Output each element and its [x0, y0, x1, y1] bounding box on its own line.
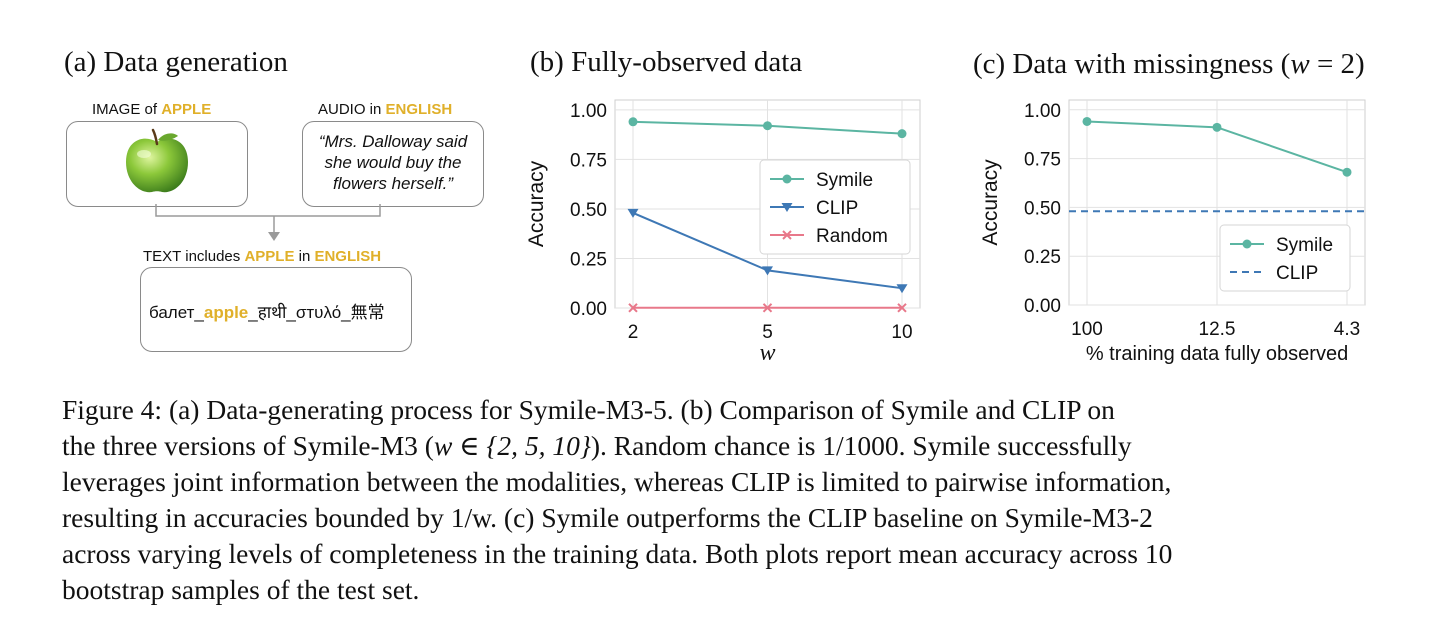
figure-caption: Figure 4: (a) Data-generating process fo…	[62, 392, 1392, 608]
x-tick-label: 12.5	[1199, 319, 1236, 340]
chart-c-xlabel: % training data fully observed	[1086, 343, 1348, 365]
legend-label-clip: CLIP	[816, 198, 858, 219]
chart-b-ylabel: Accuracy	[525, 160, 548, 247]
data-point-symile	[1082, 116, 1092, 126]
data-point-random	[628, 303, 638, 313]
data-point-symile	[763, 121, 772, 131]
y-tick-label: 0.00	[1024, 296, 1061, 317]
caption-line-4: resulting in accuracies bounded by 1/w. …	[62, 502, 1153, 533]
chart-b-legend: Symile CLIP Random	[759, 159, 911, 255]
chart-c-ylabel: Accuracy	[979, 159, 1002, 246]
audio-quote: “Mrs. Dalloway said she would buy the fl…	[318, 132, 468, 193]
caption-line-3: leverages joint information between the …	[62, 466, 1172, 497]
x-tick-label: 4.3	[1334, 319, 1360, 340]
apple-image	[126, 128, 188, 193]
legend-marker-random	[782, 230, 792, 240]
data-point-clip	[762, 266, 773, 276]
x-tick-label: 10	[891, 322, 912, 343]
x-tick-label: 5	[762, 322, 773, 343]
text-box	[140, 267, 412, 352]
legend-marker-symile	[1242, 239, 1252, 249]
audio-box	[302, 121, 484, 207]
panel-b-title: (b) Fully-observed data	[530, 46, 803, 78]
image-label: IMAGE of APPLE	[92, 101, 212, 118]
y-tick-label: 0.75	[1024, 150, 1061, 171]
y-tick-label: 1.00	[570, 101, 607, 122]
y-tick-label: 0.25	[570, 249, 607, 270]
text-label: TEXT includes APPLE in ENGLISH	[143, 248, 382, 265]
chart-c: 0.00 0.25 0.50 0.75 1.00 100 12.5 4.3 Accuracy…	[979, 99, 1366, 365]
chart-b-xlabel: w	[759, 340, 775, 366]
data-point-symile	[897, 129, 907, 139]
x-tick-label: 100	[1071, 319, 1103, 340]
legend-box	[759, 159, 911, 255]
data-point-clip	[896, 284, 908, 294]
data-point-clip	[627, 208, 639, 218]
y-tick-label: 0.75	[570, 150, 607, 171]
y-tick-label: 0.50	[1024, 198, 1061, 219]
data-point-random	[762, 303, 773, 313]
caption-line-1: Figure 4: (a) Data-generating process fo…	[62, 394, 1115, 425]
data-point-symile	[1342, 167, 1352, 177]
legend-label-symile: Symile	[816, 170, 873, 191]
y-tick-label: 0.50	[570, 200, 607, 221]
legend-marker-symile	[782, 174, 792, 184]
legend-marker-clip	[781, 203, 793, 212]
panel-c-title: (c) Data with missingness (w = 2)	[973, 48, 1365, 80]
data-point-symile	[1212, 122, 1222, 132]
audio-label: AUDIO in ENGLISH	[318, 101, 453, 118]
legend-label-symile: Symile	[1276, 235, 1333, 256]
panel-a-title: (a) Data generation	[64, 46, 288, 78]
data-point-random	[897, 303, 907, 313]
legend-label-clip: CLIP	[1276, 263, 1318, 284]
x-tick-label: 2	[628, 322, 639, 343]
y-tick-label: 0.25	[1024, 247, 1061, 268]
caption-line-2: the three versions of Symile-M3 (w ∈ {2,…	[62, 430, 1132, 461]
caption-line-5: across varying levels of completeness in…	[62, 538, 1173, 569]
data-point-symile	[628, 117, 638, 127]
chart-b: 0.00 0.25 0.50 0.75 1.00 2 5 10 Accuracy w Sym…	[525, 99, 921, 366]
caption-line-6: bootstrap samples of the test set.	[62, 574, 420, 605]
merge-arrow	[155, 204, 381, 241]
y-tick-label: 0.00	[570, 299, 607, 320]
text-sequence: балет_apple_हाथी_σтυλό_無常	[149, 303, 385, 322]
y-tick-label: 1.00	[1024, 101, 1061, 122]
legend-box	[1219, 224, 1351, 292]
chart-c-legend: Symile CLIP	[1219, 224, 1351, 292]
legend-label-random: Random	[816, 226, 888, 247]
